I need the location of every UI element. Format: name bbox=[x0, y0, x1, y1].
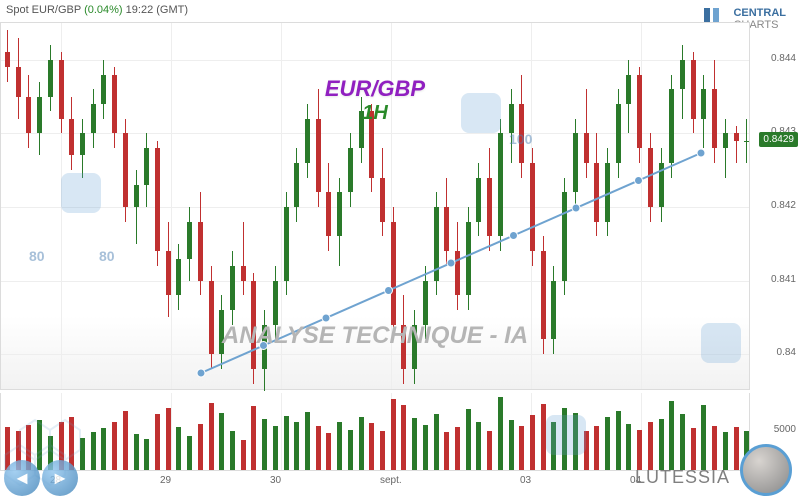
time: 19:22 (GMT) bbox=[126, 4, 188, 16]
avatar-icon[interactable] bbox=[740, 444, 792, 496]
analysis-label: ANALYSE TECHNIQUE - IA bbox=[0, 322, 750, 350]
brand-label: LUTESSIA bbox=[635, 467, 730, 488]
price-y-axis: 0.8440.8430.8420.8410.840.8429 bbox=[752, 22, 798, 390]
nav-buttons: ◄ ► bbox=[4, 460, 78, 496]
pair-label: EUR/GBP bbox=[0, 76, 750, 102]
nav-next-button[interactable]: ► bbox=[42, 460, 78, 496]
symbol: Spot EUR/GBP bbox=[6, 4, 81, 16]
nav-prev-button[interactable]: ◄ bbox=[4, 460, 40, 496]
pct-change: (0.04%) bbox=[84, 4, 123, 16]
header-info: Spot EUR/GBP (0.04%) 19:22 (GMT) bbox=[6, 4, 188, 16]
timeframe-label: 1H bbox=[0, 102, 750, 125]
